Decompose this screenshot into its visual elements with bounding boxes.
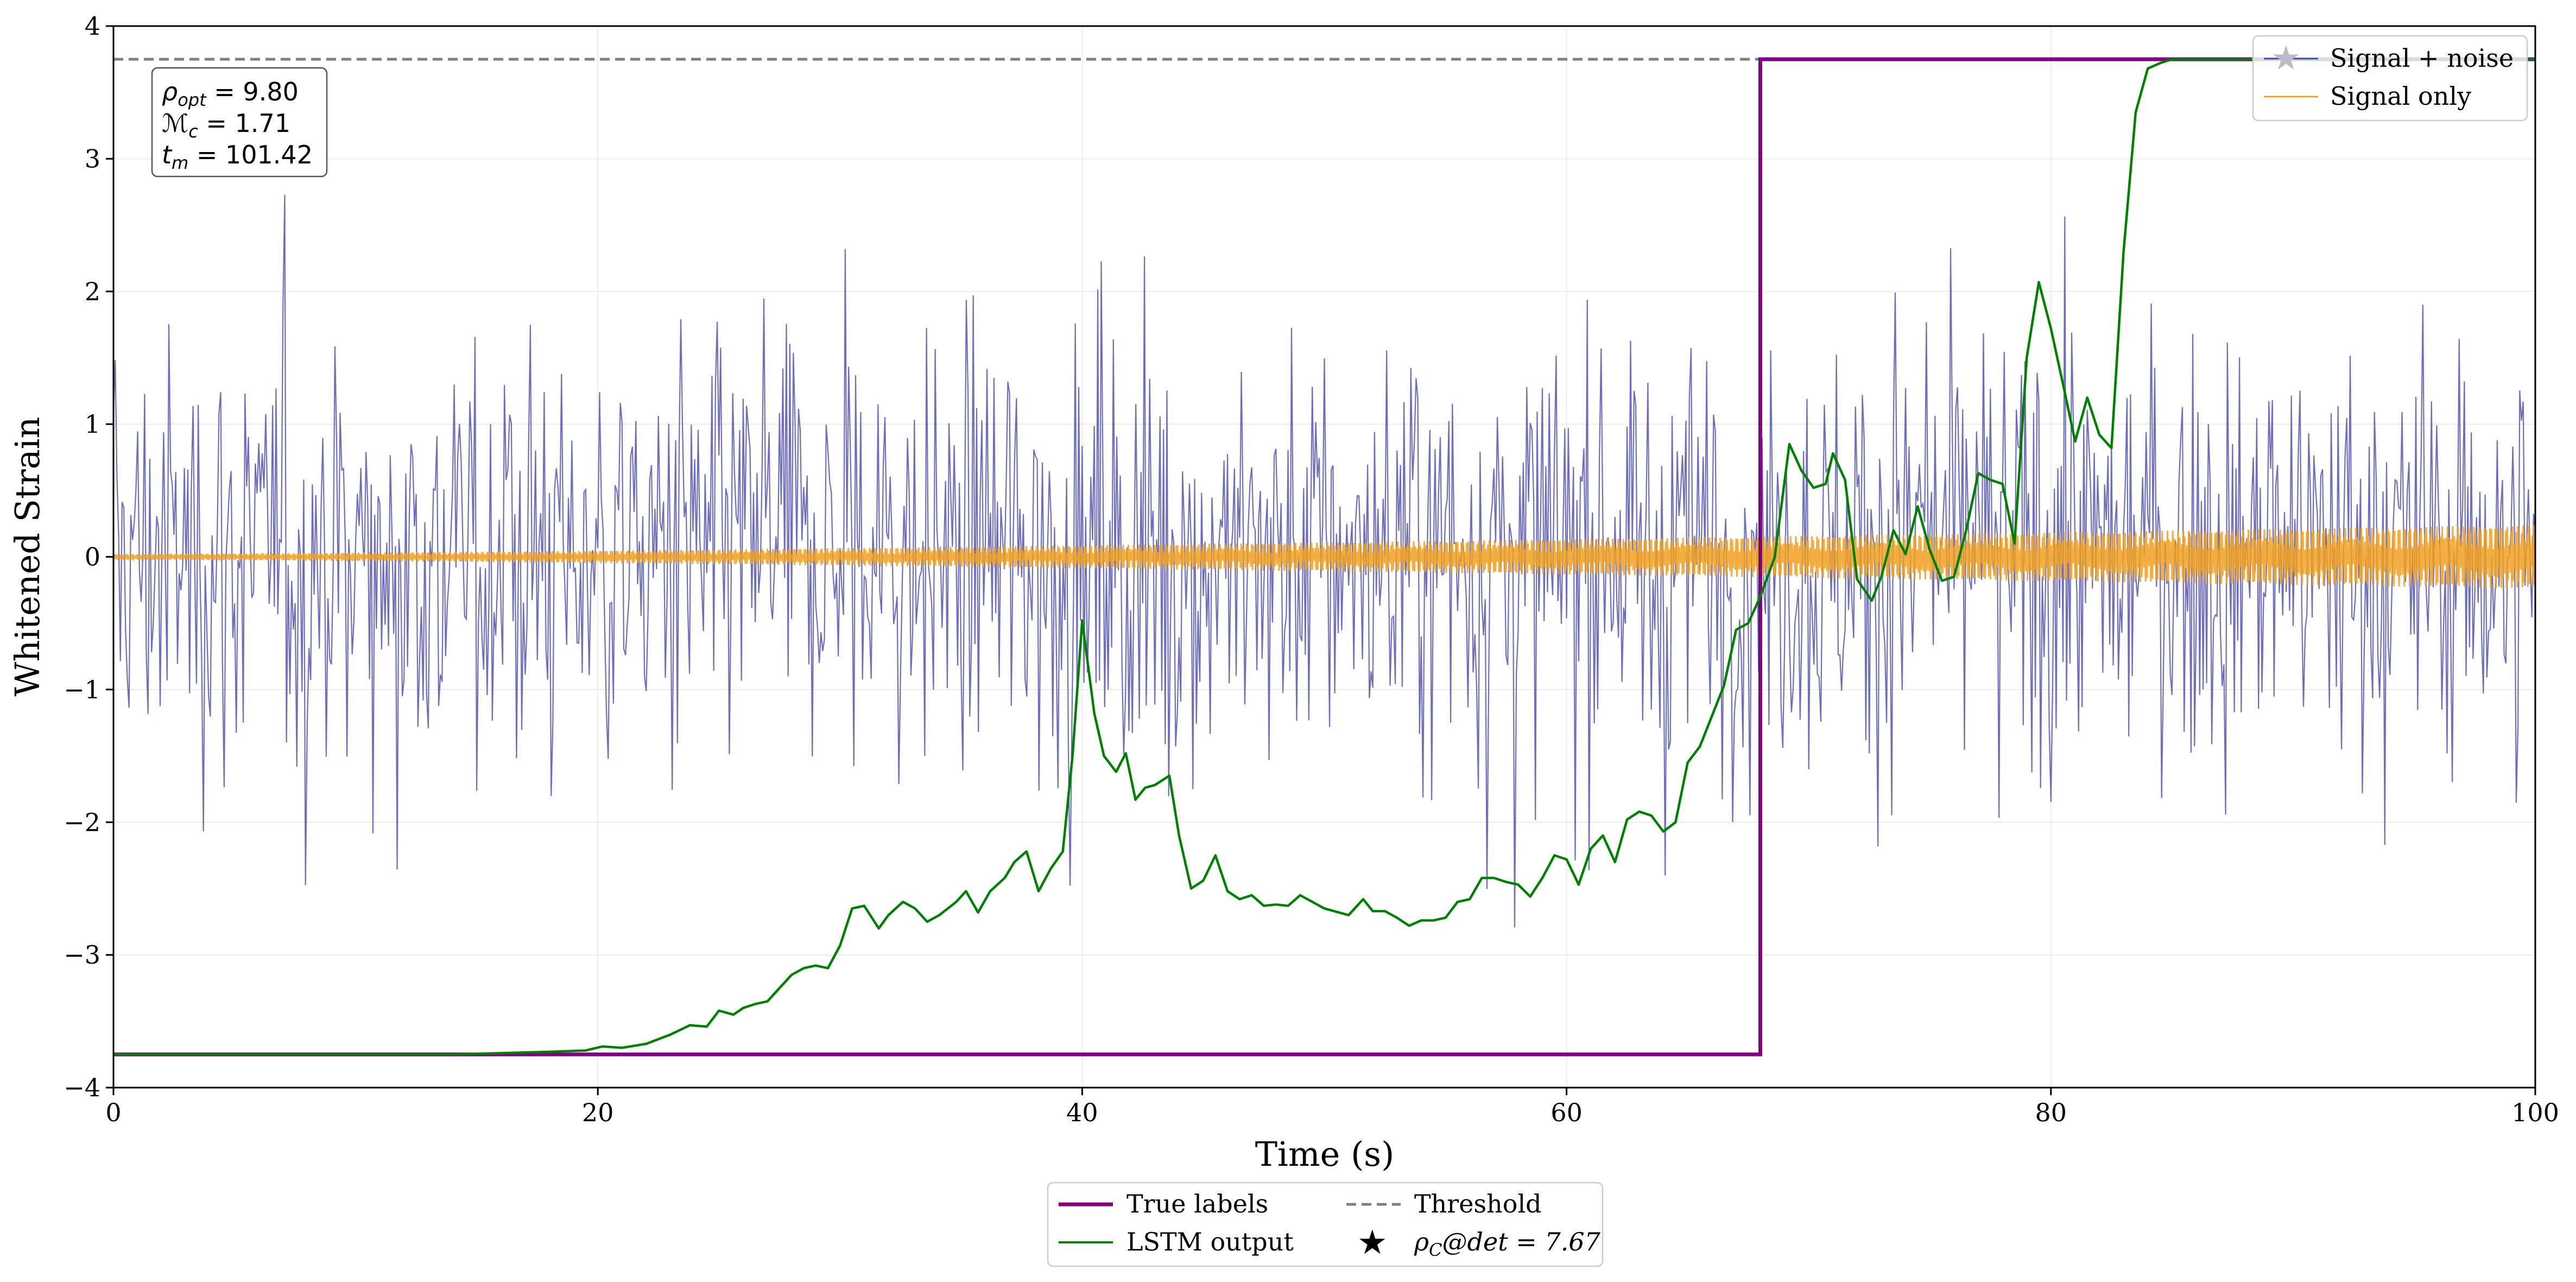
x-tick-label: 40 (1066, 1098, 1098, 1127)
stat-rho-opt: ρopt = 9.80 (162, 77, 299, 110)
x-tick-label: 80 (2035, 1098, 2067, 1127)
stat-mc: ℳc = 1.71 (162, 109, 290, 142)
x-tick-label: 100 (2511, 1098, 2559, 1127)
legend-label-true-labels: True labels (1126, 1189, 1268, 1218)
stats-annotation-box: ρopt = 9.80 ℳc = 1.71 tm = 101.42 (151, 67, 328, 178)
y-tick-label: 0 (85, 542, 100, 572)
y-tick-label: −4 (64, 1073, 100, 1102)
y-tick-label: −3 (64, 940, 100, 970)
legend-label-detection: ρC@det = 7.67 (1414, 1227, 1601, 1260)
series-lstm-output (113, 58, 2535, 1056)
y-tick-label: 2 (85, 277, 100, 306)
y-tick-label: −2 (64, 807, 100, 837)
x-tick-label: 20 (582, 1098, 614, 1127)
legend-label-signal-noise: Signal + noise (2330, 43, 2514, 73)
x-tick-label: 0 (105, 1098, 121, 1127)
series-true-labels (113, 57, 2535, 1057)
legend-label-threshold: Threshold (1414, 1189, 1542, 1218)
y-axis-label: Whitened Strain (8, 417, 47, 697)
series-signal-plus-noise (112, 195, 2536, 928)
legend-star-icon: ★ (1357, 1222, 1388, 1262)
legend-star-icon: ★ (2271, 38, 2301, 78)
lstm-output-line (113, 58, 2535, 1056)
legend-label-lstm-output: LSTM output (1126, 1227, 1294, 1256)
y-tick-label: −1 (64, 675, 100, 704)
legend-bottom: True labels LSTM output Threshold ★ ρC@d… (1047, 1182, 1604, 1267)
true-labels-line (113, 57, 2535, 1057)
legend-label-signal-only: Signal only (2330, 81, 2471, 111)
signal-only-line (112, 525, 2536, 589)
y-tick-label: 4 (85, 11, 100, 41)
signal-plus-noise-line (112, 195, 2536, 928)
axis-ticks: 0 20 40 60 80 100 −4 −3 −2 −1 0 1 2 3 4 (64, 11, 2559, 1127)
x-tick-label: 60 (1550, 1098, 1583, 1127)
y-tick-label: 1 (85, 409, 100, 439)
x-axis-label: Time (s) (1255, 1134, 1395, 1174)
series-signal-only (112, 525, 2536, 589)
stat-tm: tm = 101.42 (162, 140, 313, 173)
y-tick-label: 3 (85, 144, 100, 173)
legend-upper-right: ★ Signal + noise Signal only (2252, 35, 2528, 122)
